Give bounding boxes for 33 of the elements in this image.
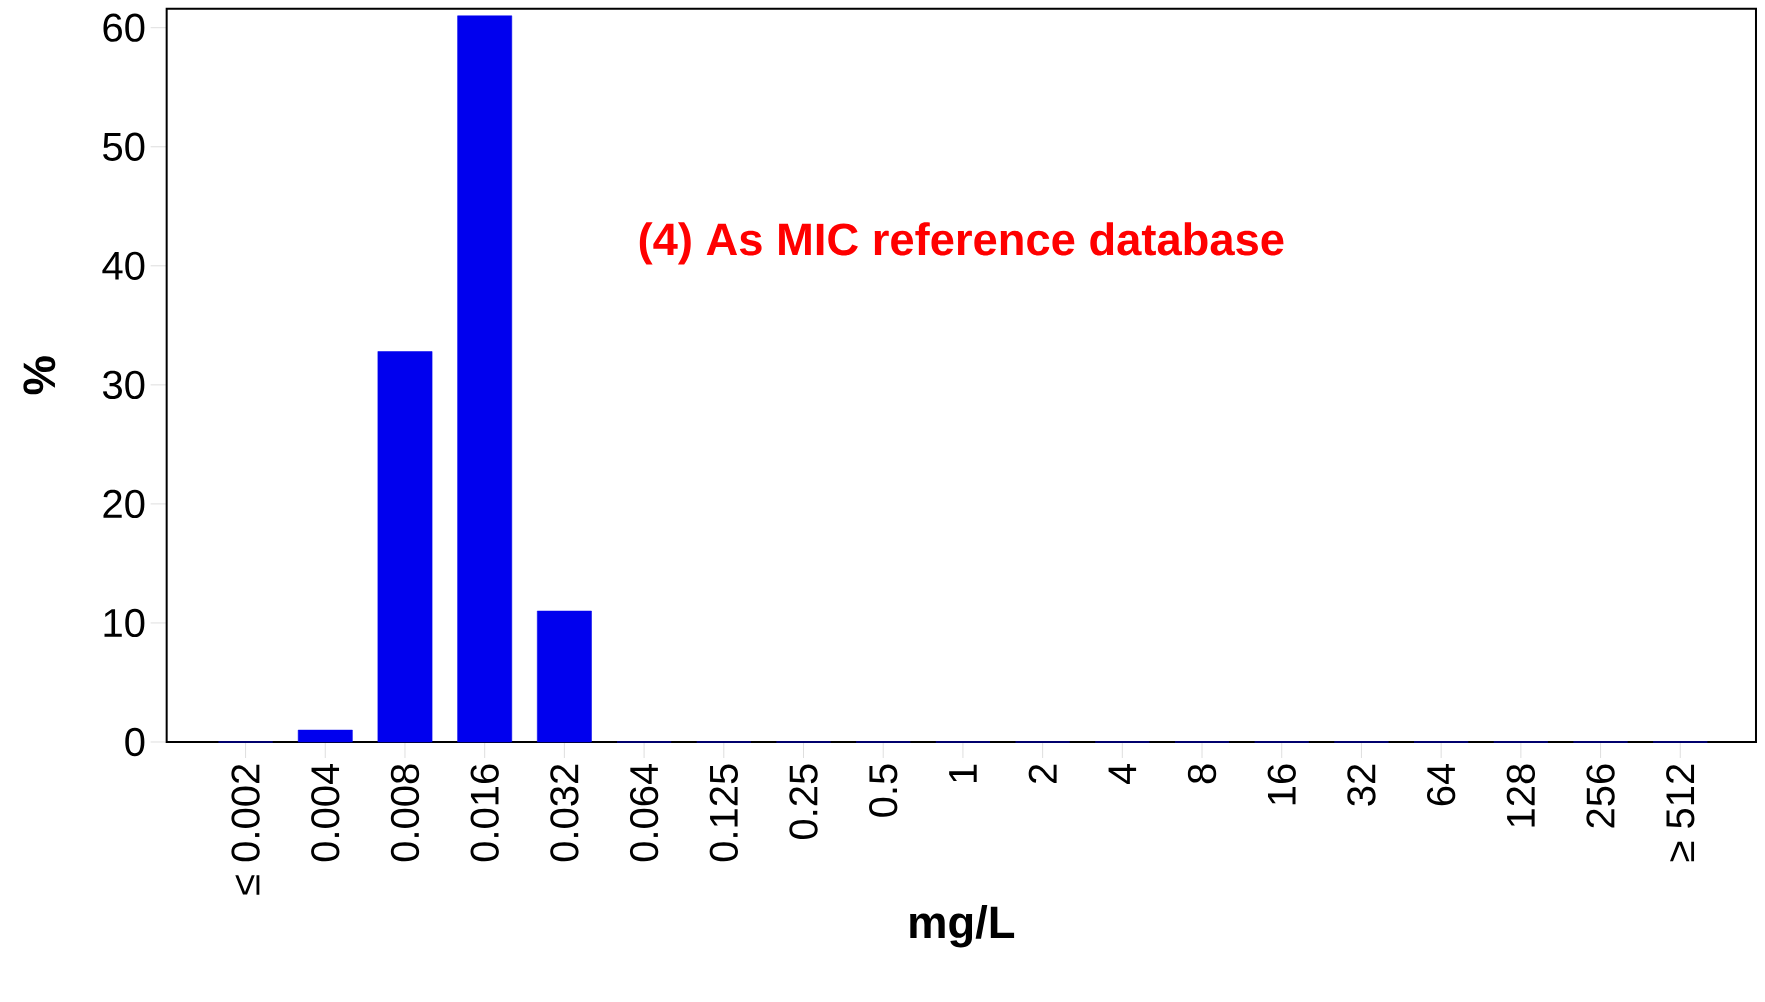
y-tick-label: 30 (102, 370, 145, 400)
x-tick-label: 64 (1426, 763, 1456, 806)
x-tick-label: 256 (1586, 764, 1615, 828)
y-tick-label: 60 (103, 13, 145, 42)
x-tick-label: ≤ 0.002 (231, 764, 260, 895)
x-tick-label: 128 (1506, 764, 1536, 827)
x-tick-label: 0.032 (550, 764, 579, 862)
x-tick-label: 32 (1347, 764, 1376, 806)
y-tick-label: 10 (104, 608, 145, 638)
x-tick-label: 0.016 (470, 764, 499, 862)
x-tick-label: 1 (949, 764, 977, 782)
bar (457, 15, 513, 743)
x-tick-label: 0.125 (709, 764, 738, 862)
x-tick-label: 8 (1187, 764, 1217, 784)
bar (537, 610, 592, 743)
x-tick-label: 0.5 (869, 764, 898, 817)
x-tick-label: 0.25 (789, 764, 818, 839)
y-tick-label: 40 (102, 251, 145, 280)
x-tick-label: 0.008 (390, 764, 420, 862)
x-tick-label: 4 (1108, 763, 1137, 785)
annotation: (4) As MIC reference database (639, 222, 1284, 265)
bar (297, 729, 353, 743)
y-axis-title: % (23, 356, 56, 395)
x-tick-label: 0.004 (311, 763, 340, 862)
y-tick-label: 50 (103, 132, 145, 161)
bar (377, 351, 433, 743)
x-tick-label: 0.064 (629, 763, 659, 862)
y-tick-label: 20 (103, 489, 145, 519)
x-tick-label: ≥ 512 (1666, 764, 1695, 862)
y-tick-label: 0 (125, 727, 145, 757)
x-tick-label: 2 (1028, 764, 1057, 783)
x-tick-label: 16 (1267, 764, 1296, 805)
x-axis-title: mg/L (910, 905, 1015, 948)
